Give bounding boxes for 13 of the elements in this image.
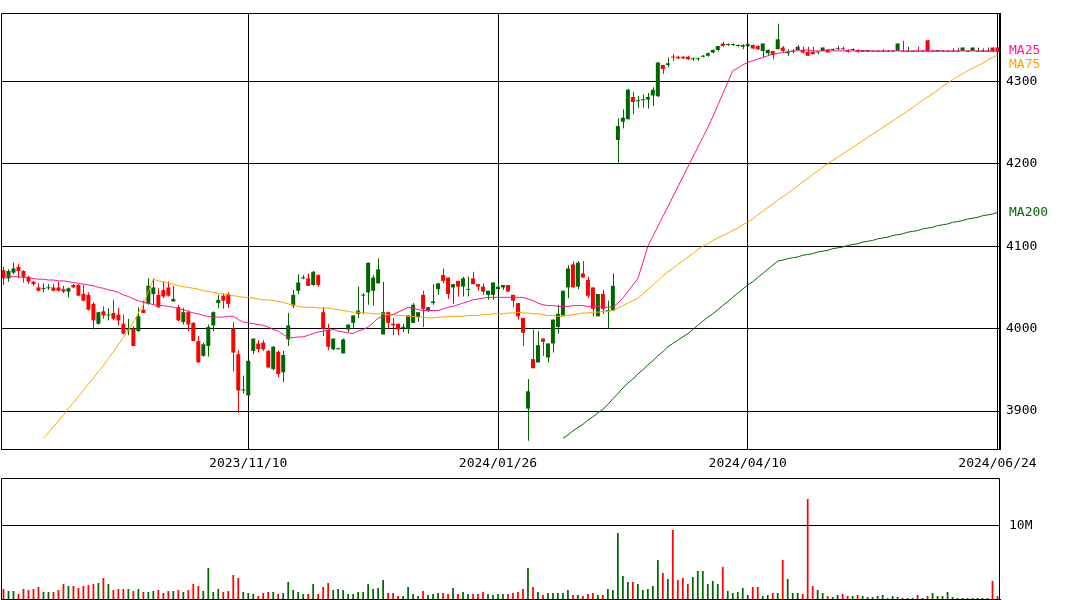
x-tick-label: 2023/11/10 <box>209 455 288 471</box>
x-tick-label: 2024/06/24 <box>958 455 1037 471</box>
y-tick-label: 4200 <box>1006 155 1038 171</box>
ref-line-label: 10M <box>1009 516 1033 532</box>
series-label: MA200 <box>1009 203 1049 219</box>
y-tick-label: 4000 <box>1006 320 1038 336</box>
y-tick-label: 4100 <box>1006 237 1038 253</box>
x-tick-label: 2024/01/26 <box>458 455 538 471</box>
series-label: MA75 <box>1009 56 1041 72</box>
y-tick-label: 3900 <box>1006 402 1038 418</box>
x-tick-label: 2024/04/10 <box>708 455 787 471</box>
y-tick-label: 4300 <box>1006 72 1038 88</box>
series-label: MA25 <box>1009 42 1041 58</box>
